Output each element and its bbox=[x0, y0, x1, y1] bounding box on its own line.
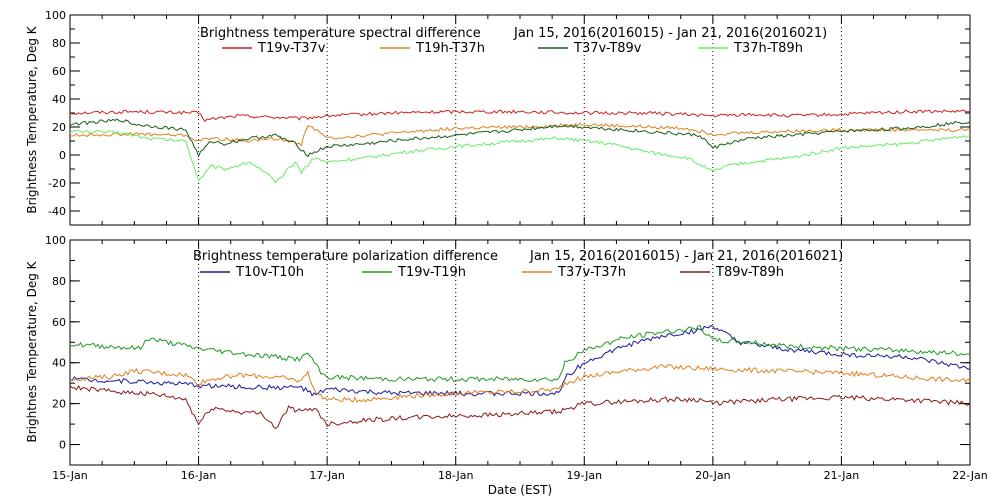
y-tick-label: 0 bbox=[59, 149, 66, 162]
y-tick-label: 40 bbox=[52, 93, 66, 106]
x-tick-label: 15-Jan bbox=[52, 469, 88, 482]
plot-frame-top bbox=[69, 14, 971, 226]
legend-label-t89v-t89h: T89v-T89h bbox=[715, 265, 784, 280]
x-tick-label: 16-Jan bbox=[181, 469, 217, 482]
y-tick-label: 40 bbox=[52, 357, 66, 370]
legend-label-t37v-t37h: T37v-T37h bbox=[557, 265, 626, 280]
series-line-t37h-t89h bbox=[69, 129, 971, 184]
y-tick-label: 0 bbox=[59, 439, 66, 452]
x-axis-label: Date (EST) bbox=[488, 483, 552, 497]
series-line-t19v-t19h bbox=[69, 324, 971, 383]
y-tick-label: 20 bbox=[52, 121, 66, 134]
x-tick-label: 20-Jan bbox=[695, 469, 731, 482]
y-tick-label: -20 bbox=[48, 177, 66, 190]
series-line-t19h-t37h bbox=[69, 122, 971, 147]
y-axis-label-top: Brightness Temperature, Deg K bbox=[25, 25, 39, 213]
chart-title-bottom: Brightness temperature polarization diff… bbox=[193, 249, 498, 264]
x-tick-label: 17-Jan bbox=[309, 469, 345, 482]
x-tick-label: 21-Jan bbox=[824, 469, 860, 482]
legend-label-t19v-t19h: T19v-T19h bbox=[397, 265, 466, 280]
legend-label-t37v-t89v: T37v-T89v bbox=[573, 41, 642, 56]
y-tick-label: 80 bbox=[52, 37, 66, 50]
y-tick-label: 20 bbox=[52, 398, 66, 411]
series-line-t37v-t37h bbox=[69, 363, 971, 403]
chart-title-top: Brightness temperature spectral differen… bbox=[200, 26, 481, 41]
plot-frame-bottom bbox=[69, 239, 971, 466]
legend-label-t19v-t37v: T19v-T37v bbox=[257, 41, 326, 56]
y-tick-label: 80 bbox=[52, 275, 66, 288]
y-tick-label: 100 bbox=[45, 9, 66, 22]
date-range-bottom: Jan 15, 2016(2016015) - Jan 21, 2016(201… bbox=[529, 249, 843, 264]
x-tick-label: 19-Jan bbox=[567, 469, 603, 482]
x-tick-label: 22-Jan bbox=[952, 469, 988, 482]
series-line-t19v-t37v bbox=[69, 109, 970, 123]
x-tick-label: 18-Jan bbox=[438, 469, 474, 482]
polarization-difference-panel: 0 20 40 60 80 100 Brightness temperature pola… bbox=[25, 234, 988, 497]
series-line-t89v-t89h bbox=[69, 384, 971, 430]
series-line-t37v-t89v bbox=[69, 118, 971, 158]
date-range-top: Jan 15, 2016(2016015) - Jan 21, 2016(201… bbox=[513, 26, 827, 41]
y-axis-label-bottom: Brightnes Temperature, Deg K bbox=[25, 260, 39, 442]
y-tick-label: 60 bbox=[52, 316, 66, 329]
series-line-t10v-t10h bbox=[69, 325, 971, 397]
legend-label-t10v-t10h: T10v-T10h bbox=[235, 265, 304, 280]
y-tick-label: -40 bbox=[48, 205, 66, 218]
y-tick-label: 100 bbox=[45, 234, 66, 247]
legend-label-t37h-t89h: T37h-T89h bbox=[733, 41, 803, 56]
legend-label-t19h-t37h: T19h-T37h bbox=[415, 41, 485, 56]
spectral-difference-panel: -40 -20 0 20 40 60 80 100 Brightness temperatur… bbox=[25, 9, 971, 226]
y-tick-label: 60 bbox=[52, 65, 66, 78]
